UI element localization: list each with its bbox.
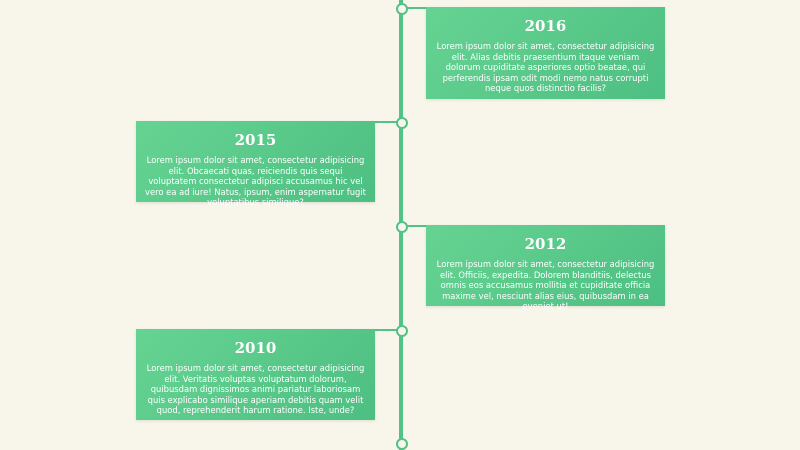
timeline-card-2012: 2012 Lorem ipsum dolor sit amet, consect… xyxy=(426,225,665,311)
timeline-node xyxy=(396,3,408,15)
timeline-card-2010: 2010 Lorem ipsum dolor sit amet, consect… xyxy=(136,329,375,420)
event-description: Lorem ipsum dolor sit amet, consectetur … xyxy=(146,363,365,415)
timeline-node xyxy=(396,325,408,337)
timeline-node xyxy=(396,221,408,233)
event-year: 2010 xyxy=(234,339,277,357)
event-year: 2015 xyxy=(234,131,277,149)
timeline-connector xyxy=(406,7,426,9)
timeline-card-2016: 2016 Lorem ipsum dolor sit amet, consect… xyxy=(426,7,665,99)
event-year: 2016 xyxy=(524,17,567,35)
event-description: Lorem ipsum dolor sit amet, consectetur … xyxy=(145,155,366,207)
event-year: 2012 xyxy=(524,235,567,253)
timeline-connector xyxy=(406,225,426,227)
timeline-connector xyxy=(375,329,397,331)
timeline-card-2015: 2015 Lorem ipsum dolor sit amet, consect… xyxy=(136,121,375,207)
timeline-connector xyxy=(375,121,397,123)
event-description: Lorem ipsum dolor sit amet, consectetur … xyxy=(436,41,655,93)
event-description: Lorem ipsum dolor sit amet, consectetur … xyxy=(436,259,655,311)
timeline-node xyxy=(396,117,408,129)
timeline-end-node xyxy=(396,438,408,450)
